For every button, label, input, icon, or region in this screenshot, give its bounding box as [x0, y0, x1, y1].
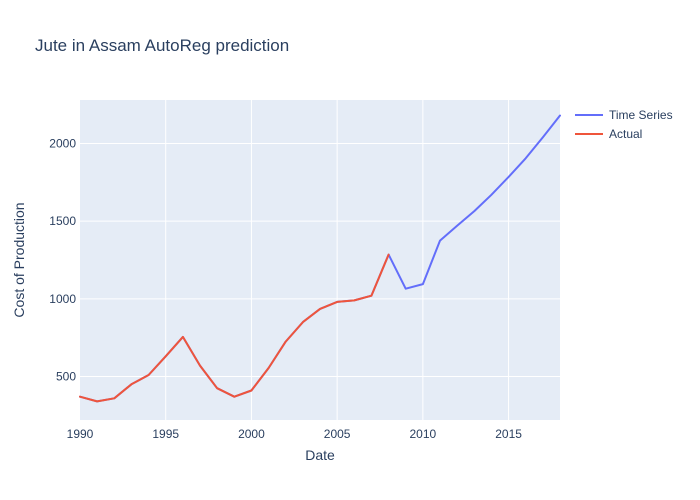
y-axis-ticks: 500 1000 1500 2000: [49, 136, 76, 383]
x-tick-label: 1990: [67, 427, 94, 441]
legend-label: Actual: [609, 127, 642, 141]
legend-item[interactable]: Time Series: [575, 108, 673, 122]
legend-item[interactable]: Actual: [575, 127, 642, 141]
y-tick-label: 1500: [49, 214, 76, 228]
chart-title: Jute in Assam AutoReg prediction: [35, 36, 289, 55]
grid: [80, 100, 560, 420]
y-tick-label: 2000: [49, 136, 76, 150]
x-axis-ticks: 1990 1995 2000 2005 2010 2015: [67, 427, 523, 441]
x-tick-label: 2015: [495, 427, 522, 441]
plot-area: [80, 100, 560, 420]
x-tick-label: 2010: [410, 427, 437, 441]
y-tick-label: 500: [56, 370, 76, 384]
legend[interactable]: Time Series Actual: [575, 108, 673, 141]
legend-label: Time Series: [609, 108, 673, 122]
x-axis-title: Date: [305, 447, 335, 463]
x-tick-label: 2005: [324, 427, 351, 441]
series-line-1: [79, 253, 390, 403]
series-lines: [79, 114, 561, 403]
x-tick-label: 2000: [238, 427, 265, 441]
x-tick-label: 1995: [152, 427, 179, 441]
y-axis-title: Cost of Production: [11, 202, 27, 317]
y-tick-label: 1000: [49, 292, 76, 306]
